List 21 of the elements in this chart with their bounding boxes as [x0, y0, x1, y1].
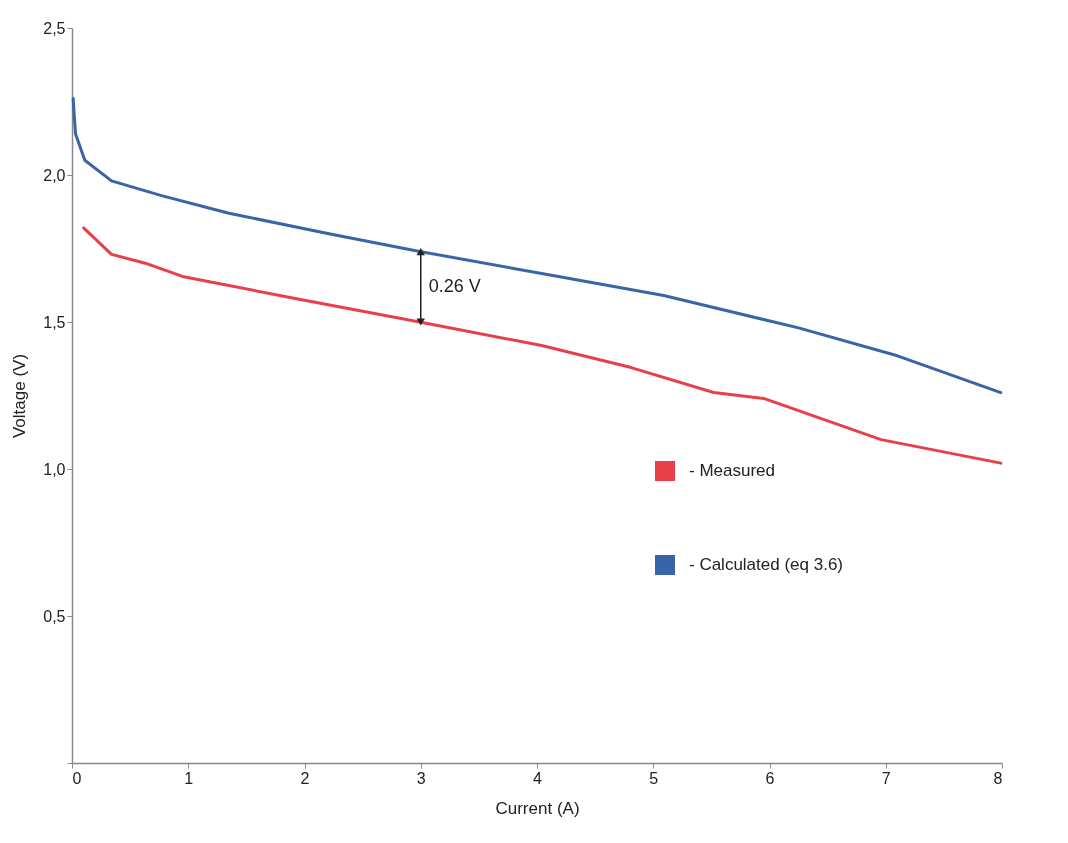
legend-label: - Measured — [689, 461, 775, 480]
y-axis-title: Voltage (V) — [10, 353, 30, 439]
x-axis-title: Current (A) — [495, 798, 580, 818]
annotation: 0.26 V — [428, 275, 481, 296]
legend-label: - Calculated (eq 3.6) — [689, 555, 844, 574]
x-tick-label: 7 — [881, 769, 891, 787]
x-tick-label: 8 — [993, 769, 1003, 787]
x-tick-label: 2 — [300, 769, 310, 787]
x-tick-label: 6 — [765, 769, 775, 787]
line-series — [82, 226, 1003, 465]
y-tick-label: 1,0 — [43, 460, 66, 478]
x-tick-label: 1 — [184, 769, 194, 787]
y-tick-label: 1,5 — [43, 313, 66, 331]
y-tick-label: 0,5 — [43, 607, 66, 625]
y-tick-label: 2,5 — [43, 19, 66, 37]
x-tick-label: 3 — [416, 769, 426, 787]
y-tick-label: 2,0 — [43, 166, 66, 184]
x-tick-label: 0 — [72, 769, 82, 787]
x-tick-label: 5 — [649, 769, 659, 787]
x-tick-label: 4 — [533, 769, 543, 787]
line-series — [71, 97, 1003, 395]
